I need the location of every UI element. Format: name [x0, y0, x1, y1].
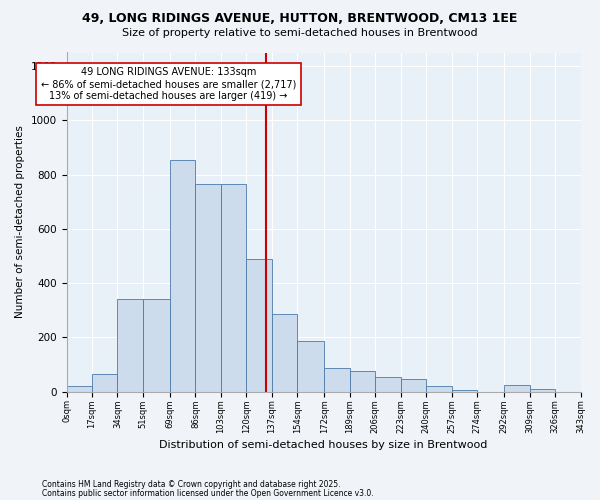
Bar — [530, 389, 555, 392]
Bar — [297, 342, 324, 392]
Text: Size of property relative to semi-detached houses in Brentwood: Size of property relative to semi-detach… — [122, 28, 478, 38]
Bar — [196, 184, 221, 392]
Bar — [504, 385, 530, 392]
Text: Contains HM Land Registry data © Crown copyright and database right 2025.: Contains HM Land Registry data © Crown c… — [42, 480, 341, 489]
Text: Contains public sector information licensed under the Open Government Licence v3: Contains public sector information licen… — [42, 488, 374, 498]
Bar — [143, 300, 170, 392]
Bar — [247, 258, 272, 392]
Bar — [67, 386, 92, 392]
Bar — [324, 368, 350, 392]
Y-axis label: Number of semi-detached properties: Number of semi-detached properties — [15, 126, 25, 318]
Bar — [272, 314, 297, 392]
Bar — [452, 390, 477, 392]
Text: 49, LONG RIDINGS AVENUE, HUTTON, BRENTWOOD, CM13 1EE: 49, LONG RIDINGS AVENUE, HUTTON, BRENTWO… — [82, 12, 518, 26]
Text: 49 LONG RIDINGS AVENUE: 133sqm
← 86% of semi-detached houses are smaller (2,717): 49 LONG RIDINGS AVENUE: 133sqm ← 86% of … — [41, 68, 296, 100]
Bar — [221, 184, 247, 392]
Bar — [350, 371, 375, 392]
Bar — [401, 380, 426, 392]
Bar — [375, 376, 401, 392]
Bar — [426, 386, 452, 392]
Bar — [92, 374, 118, 392]
X-axis label: Distribution of semi-detached houses by size in Brentwood: Distribution of semi-detached houses by … — [160, 440, 488, 450]
Bar — [118, 300, 143, 392]
Bar — [170, 160, 196, 392]
